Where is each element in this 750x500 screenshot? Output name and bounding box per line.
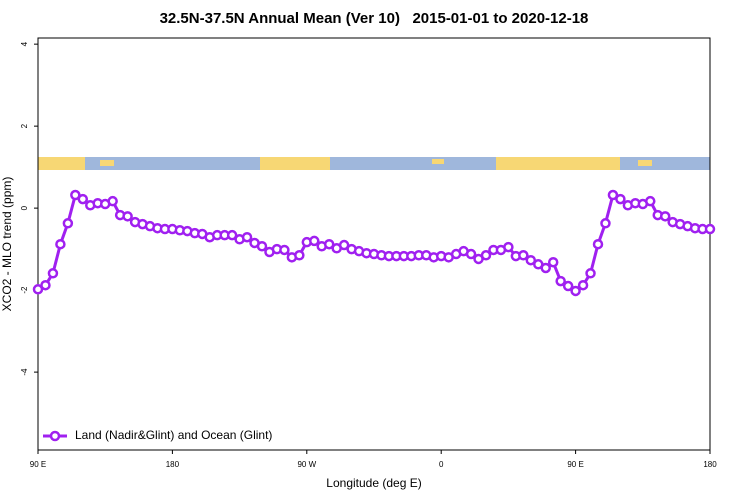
x-tick-label: 90 E (30, 460, 46, 469)
data-point (503, 241, 514, 253)
y-tick-label: 2 (20, 123, 29, 128)
land-ocean-strip (38, 157, 710, 170)
legend-marker (49, 430, 61, 442)
x-tick-label: 180 (166, 460, 180, 469)
data-point (518, 250, 529, 261)
data-point (465, 248, 477, 260)
x-tick-label: 180 (703, 460, 717, 469)
data-point (645, 195, 656, 207)
y-tick-label: 0 (20, 205, 29, 210)
data-point (309, 235, 320, 247)
data-point (47, 268, 59, 279)
data-point (525, 254, 537, 266)
data-point (62, 218, 74, 229)
data-point (294, 250, 305, 261)
data-point (241, 231, 253, 243)
y-tick-label: -2 (20, 286, 29, 294)
data-point (600, 218, 611, 229)
y-tick-label: -4 (20, 368, 29, 376)
data-point (592, 238, 604, 250)
data-point (615, 193, 626, 205)
data-point (32, 284, 44, 295)
data-point (70, 189, 81, 201)
x-axis-label: Longitude (deg E) (326, 476, 421, 490)
plot-frame (37, 37, 711, 451)
data-point (256, 241, 268, 252)
y-axis-label: XCO2 - MLO trend (ppm) (0, 177, 14, 312)
chart-title: 32.5N-37.5N Annual Mean (Ver 10) 2015-01… (160, 10, 589, 27)
data-point (122, 211, 133, 222)
data-point (540, 262, 551, 274)
data-point (547, 256, 559, 268)
x-tick-label: 90 W (297, 460, 316, 469)
data-point (226, 229, 238, 241)
data-point (659, 211, 671, 222)
x-tick-label: 90 E (567, 460, 583, 469)
data-point (323, 238, 335, 250)
y-tick-label: 4 (20, 41, 29, 46)
data-point (279, 244, 290, 256)
data-point (570, 285, 581, 297)
data-point (480, 250, 492, 261)
data-point (55, 238, 66, 250)
data-point (555, 275, 566, 287)
data-point (107, 195, 118, 207)
legend-label: Land (Nadir&Glint) and Ocean (Glint) (75, 428, 272, 442)
data-point (577, 279, 589, 291)
data-point (77, 193, 89, 205)
data-point (704, 223, 716, 235)
data-point (585, 268, 596, 279)
data-point (562, 280, 574, 292)
series-line (37, 192, 710, 293)
data-point (607, 189, 619, 201)
data-point (338, 239, 350, 251)
data-point (40, 279, 51, 291)
x-tick-label: 0 (439, 460, 444, 469)
